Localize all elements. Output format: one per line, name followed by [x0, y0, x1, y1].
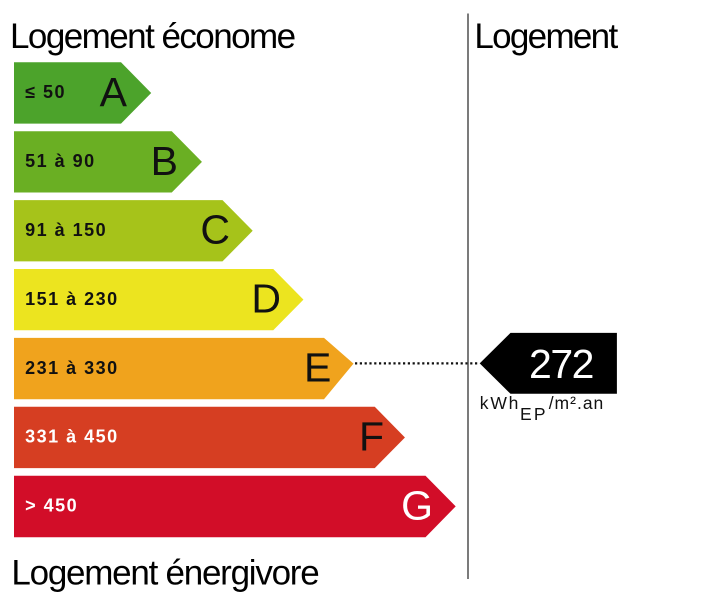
svg-text:Logement énergivore: Logement énergivore	[11, 553, 318, 592]
svg-text:331 à 450: 331 à 450	[25, 427, 119, 447]
svg-text:/m².an: /m².an	[549, 393, 605, 413]
svg-text:E: E	[304, 344, 331, 390]
svg-text:151 à 230: 151 à 230	[25, 289, 119, 309]
svg-text:Logement économe: Logement économe	[10, 17, 295, 56]
svg-text:A: A	[100, 69, 128, 115]
svg-text:Logement: Logement	[474, 17, 618, 56]
svg-text:C: C	[200, 207, 230, 253]
svg-text:EP: EP	[520, 404, 548, 424]
svg-text:F: F	[359, 413, 384, 459]
svg-text:> 450: > 450	[25, 496, 78, 516]
svg-text:91 à 150: 91 à 150	[25, 220, 107, 240]
svg-text:≤ 50: ≤ 50	[25, 82, 66, 102]
svg-text:51 à 90: 51 à 90	[25, 151, 96, 171]
svg-text:G: G	[401, 482, 433, 528]
svg-text:D: D	[251, 276, 281, 322]
svg-text:272: 272	[529, 341, 593, 387]
svg-text:B: B	[151, 138, 178, 184]
svg-text:231 à 330: 231 à 330	[25, 358, 119, 378]
svg-text:kWh: kWh	[480, 393, 520, 413]
